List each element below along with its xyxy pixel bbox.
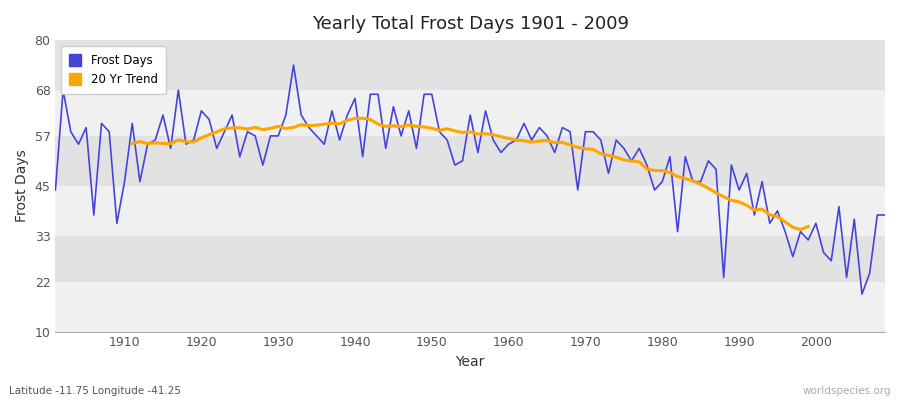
20 Yr Trend	[795, 227, 806, 232]
20 Yr Trend	[396, 124, 407, 129]
Frost Days	[603, 171, 614, 176]
Y-axis label: Frost Days: Frost Days	[15, 150, 29, 222]
Frost Days	[288, 63, 299, 68]
Frost Days	[879, 212, 890, 217]
Frost Days	[511, 138, 522, 142]
20 Yr Trend	[266, 126, 276, 131]
Bar	[56, 236, 885, 282]
Frost Days	[281, 113, 292, 118]
Text: worldspecies.org: worldspecies.org	[803, 386, 891, 396]
Frost Days	[857, 292, 868, 296]
Frost Days	[112, 221, 122, 226]
Frost Days	[50, 188, 61, 192]
Frost Days	[503, 142, 514, 147]
Legend: Frost Days, 20 Yr Trend: Frost Days, 20 Yr Trend	[61, 46, 166, 94]
20 Yr Trend	[803, 224, 814, 229]
20 Yr Trend	[357, 116, 368, 121]
Bar	[56, 90, 885, 136]
20 Yr Trend	[212, 130, 222, 134]
20 Yr Trend	[127, 141, 138, 146]
X-axis label: Year: Year	[455, 355, 485, 369]
Bar	[56, 40, 885, 90]
Bar	[56, 136, 885, 186]
20 Yr Trend	[734, 200, 744, 204]
20 Yr Trend	[481, 131, 491, 136]
Bar	[56, 186, 885, 236]
Bar	[56, 282, 885, 332]
20 Yr Trend	[196, 136, 207, 140]
Text: Latitude -11.75 Longitude -41.25: Latitude -11.75 Longitude -41.25	[9, 386, 181, 396]
Frost Days	[334, 138, 345, 142]
Line: Frost Days: Frost Days	[56, 65, 885, 294]
Title: Yearly Total Frost Days 1901 - 2009: Yearly Total Frost Days 1901 - 2009	[311, 15, 629, 33]
Line: 20 Yr Trend: 20 Yr Trend	[132, 118, 808, 230]
